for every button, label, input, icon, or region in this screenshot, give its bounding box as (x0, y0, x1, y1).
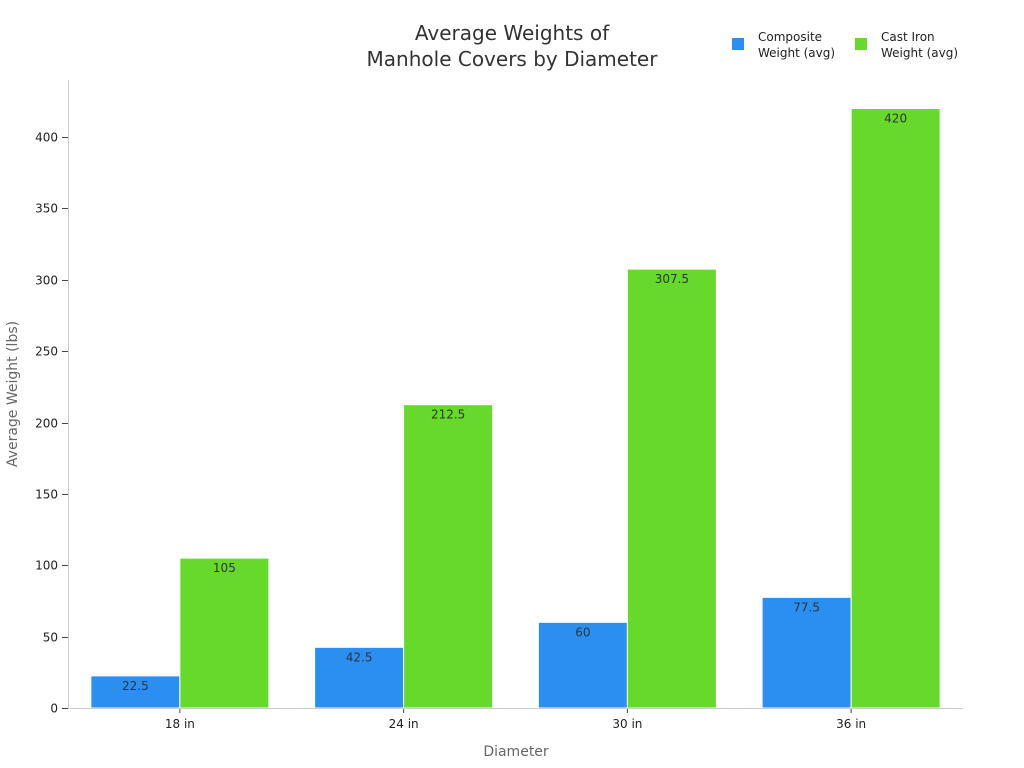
y-tick-label: 400 (35, 131, 58, 145)
legend-label-2: Cast Iron (881, 30, 935, 44)
y-tick-label: 300 (35, 274, 58, 288)
legend-swatch-2 (855, 38, 867, 50)
y-tick-label: 100 (35, 559, 58, 573)
y-tick-label: 250 (35, 345, 58, 359)
bar-value-label: 105 (213, 561, 236, 575)
bar-value-label: 22.5 (122, 679, 149, 693)
x-axis-ticks: 18 in 24 in 30 in 36 in (165, 708, 866, 731)
y-tick-label: 0 (50, 702, 58, 716)
bar-value-label: 77.5 (793, 600, 820, 614)
y-tick-label: 200 (35, 417, 58, 431)
chart-title-line-2: Manhole Covers by Diameter (367, 47, 659, 71)
y-tick-label: 350 (35, 202, 58, 216)
x-tick-label: 18 in (165, 717, 195, 731)
x-tick-label: 24 in (389, 717, 419, 731)
legend-label-1: Weight (avg) (758, 46, 835, 60)
x-tick-label: 30 in (612, 717, 642, 731)
bar-series-1-3 (537, 621, 628, 709)
bar-value-label: 60 (575, 625, 590, 639)
bar-series-2-2 (403, 404, 494, 709)
bar-value-label: 420 (884, 112, 907, 126)
chart-title-line-1: Average Weights of (415, 21, 610, 45)
bar-value-label: 42.5 (346, 650, 373, 664)
bar-value-label: 307.5 (655, 272, 689, 286)
x-tick-label: 36 in (836, 717, 866, 731)
bar-data-labels: 22.5 42.5 60 77.5 105 212.5 307.5 420 (122, 112, 907, 693)
x-axis-label: Diameter (483, 744, 549, 760)
bar-series (90, 108, 941, 709)
legend-label-1: Composite (758, 30, 822, 44)
y-axis-ticks: 0 50 100 150 200 250 300 350 400 (35, 131, 68, 716)
chart-legend: Composite Weight (avg) Cast Iron Weight (av… (732, 30, 958, 60)
y-axis-label: Average Weight (lbs) (5, 321, 21, 467)
legend-swatch-1 (732, 38, 744, 50)
y-tick-label: 50 (43, 631, 58, 645)
y-tick-label: 150 (35, 488, 58, 502)
bar-value-label: 212.5 (431, 408, 465, 422)
bar-series-2-4 (850, 108, 941, 709)
bar-series-2-1 (179, 557, 270, 709)
bar-series-2-3 (626, 268, 717, 709)
legend-label-2: Weight (avg) (881, 46, 958, 60)
